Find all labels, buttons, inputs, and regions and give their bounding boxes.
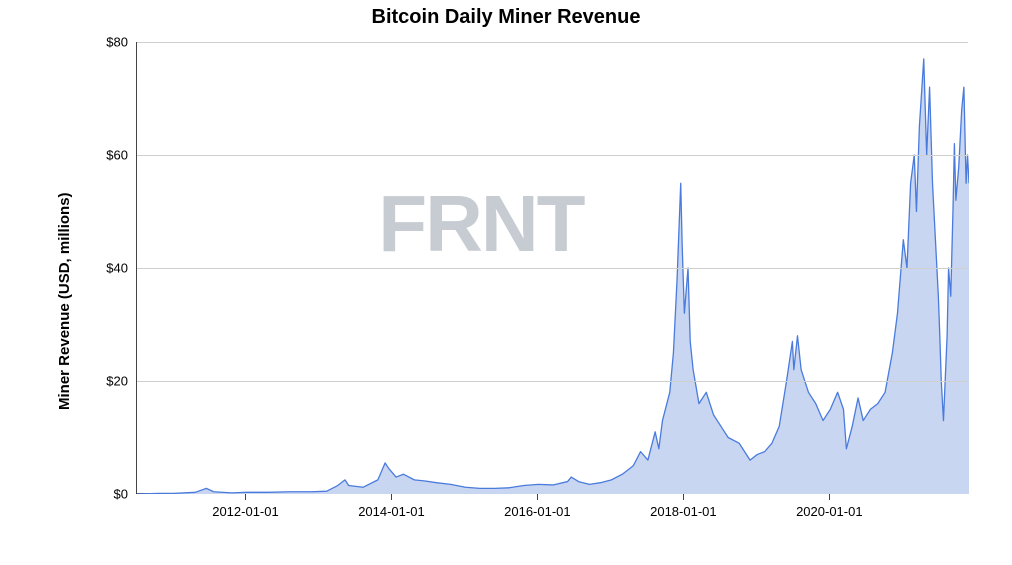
x-tick-label: 2018-01-01 (650, 504, 717, 519)
x-tick-labels: 2012-01-01 2014-01-01 2016-01-01 2018-01-01… (136, 494, 968, 534)
series-area (137, 59, 969, 494)
gridline (137, 42, 968, 43)
x-tick-label: 2014-01-01 (358, 504, 425, 519)
gridline (137, 381, 968, 382)
plot-area: FRNT (136, 42, 968, 494)
x-tick-label: 2016-01-01 (504, 504, 571, 519)
x-tick-label: 2020-01-01 (796, 504, 863, 519)
x-tick-mark (245, 494, 246, 500)
gridline (137, 268, 968, 269)
x-tick-label: 2012-01-01 (212, 504, 279, 519)
y-axis-label: Miner Revenue (USD, millions) (56, 192, 73, 410)
gridline (137, 155, 968, 156)
x-tick-mark (391, 494, 392, 500)
chart-container: Bitcoin Daily Miner Revenue Miner Revenu… (0, 0, 1012, 565)
chart-title: Bitcoin Daily Miner Revenue (0, 6, 1012, 29)
x-tick-mark (537, 494, 538, 500)
x-tick-mark (683, 494, 684, 500)
x-tick-mark (829, 494, 830, 500)
